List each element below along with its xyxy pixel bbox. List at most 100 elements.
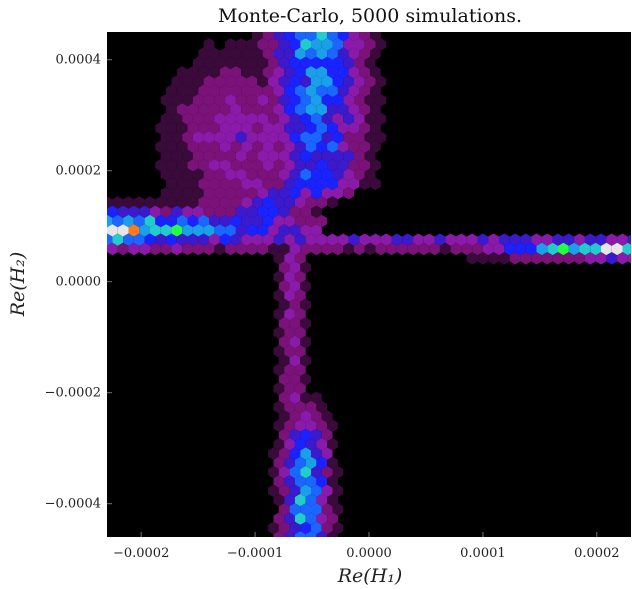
hexbin-cell <box>289 149 301 163</box>
hexbin-cell <box>327 531 338 537</box>
hexbin-cell <box>311 484 322 497</box>
hexbin-cell <box>289 75 301 88</box>
hexbin-cell <box>273 419 285 432</box>
hexbin-cell <box>235 224 247 237</box>
hexbin-cell <box>166 84 177 98</box>
hexbin-cell <box>337 84 349 98</box>
hexbin-cell <box>300 317 311 330</box>
hexbin-cell <box>257 38 269 51</box>
hexbin-cell <box>359 177 371 191</box>
hexbin-cell <box>337 159 349 172</box>
hexbin-cell <box>166 233 177 246</box>
hexbin-cell <box>327 32 338 42</box>
hexbin-cell <box>230 177 242 191</box>
hexbin-cell <box>225 187 236 200</box>
hexbin-cell <box>182 224 193 237</box>
hexbin-cell <box>278 224 290 237</box>
hexbin-cell <box>294 363 306 377</box>
hexbin-cell <box>520 233 532 246</box>
hexbin-cell <box>241 84 252 98</box>
hexbin-cell <box>144 214 156 228</box>
hexbin-cell <box>456 233 467 246</box>
hexbin-cell <box>284 121 295 135</box>
hexbin-cell <box>268 94 279 107</box>
hexbin-cell <box>332 466 344 479</box>
hexbin-cell <box>123 214 134 228</box>
hexbin-cell <box>198 214 209 228</box>
hexbin-cell <box>166 140 177 153</box>
hexbin-cell <box>305 400 317 414</box>
hexbin-cell <box>284 233 295 246</box>
y-axis-title: Re(H₂) <box>7 252 29 318</box>
hexbin-cell <box>268 187 279 200</box>
hexbin-cell <box>359 84 371 98</box>
hexbin-cell <box>343 168 354 181</box>
hexbin-cell <box>192 205 204 218</box>
hexbin-cell <box>348 32 360 42</box>
hexbin-cell <box>203 75 215 88</box>
hexbin-cell <box>203 187 215 200</box>
hexbin-cell <box>311 168 322 181</box>
hexbin-cell <box>499 233 510 246</box>
hexbin-cell <box>289 131 301 144</box>
hexbin-cell <box>273 177 285 191</box>
hexbin-cell <box>348 233 360 246</box>
hexbin-cell <box>305 475 317 488</box>
hexbin-cell <box>493 242 505 256</box>
hexbin-cell <box>327 512 338 525</box>
hexbin-cell <box>252 196 263 209</box>
hexbin-cell <box>268 242 279 256</box>
hexbin-cell <box>278 112 290 125</box>
hexbin-cell <box>171 168 183 181</box>
hexbin-cell <box>316 456 328 470</box>
hexbin-cell <box>112 214 124 228</box>
hexbin-cell <box>107 224 118 237</box>
hexbin-cell <box>284 456 295 470</box>
hexbin-cell <box>203 168 215 181</box>
hexbin-cell <box>332 187 344 200</box>
hexbin-cell <box>305 214 317 228</box>
hexbin-cell <box>327 456 338 470</box>
hexbin-cell <box>273 84 285 98</box>
hexbin-cell <box>128 224 140 237</box>
hexbin-cell <box>606 233 618 246</box>
hexbin-cell <box>171 131 183 144</box>
hexbin-cell <box>273 103 285 116</box>
hexbin-cell <box>305 438 317 451</box>
hexbin-cell <box>182 94 193 107</box>
hexbin-cell <box>171 112 183 125</box>
hexbin-cell <box>257 242 269 256</box>
hexbin-cell <box>273 270 285 284</box>
hexbin-cell <box>321 466 333 479</box>
y-tick-label: 0.0004 <box>56 53 102 68</box>
hexbin-cell <box>246 187 258 200</box>
hexbin-cell <box>187 159 199 172</box>
hexbin-cell <box>289 373 301 386</box>
hexbin-cell <box>311 391 322 404</box>
hexbin-cell <box>273 456 285 470</box>
hexbin-cell <box>182 75 193 88</box>
hexbin-cell <box>337 140 349 153</box>
hexbin-cell <box>515 242 526 256</box>
hexbin-cell <box>246 112 258 125</box>
hexbin-cell <box>300 261 311 274</box>
hexbin-cell <box>311 94 322 107</box>
hexbin-cell <box>327 438 338 451</box>
hexbin-cell <box>262 84 274 98</box>
hexbin-cell <box>434 233 446 246</box>
hexbin-cell <box>192 168 204 181</box>
hexbin-cell <box>423 233 435 246</box>
hexbin-cell <box>337 103 349 116</box>
hexbin-cell <box>316 475 328 488</box>
hexbin-cell <box>166 121 177 135</box>
hexbin-cell <box>289 410 301 423</box>
hexbin-cell <box>348 159 360 172</box>
hexbin-cell <box>203 242 215 256</box>
hexbin-cell <box>203 224 215 237</box>
hexbin-cell <box>268 205 279 218</box>
hexbin-cell <box>273 214 285 228</box>
hexbin-cell <box>252 121 263 135</box>
hexbin-cell <box>112 233 124 246</box>
hexbin-cell <box>574 233 585 246</box>
hexbin-cell <box>321 484 333 497</box>
